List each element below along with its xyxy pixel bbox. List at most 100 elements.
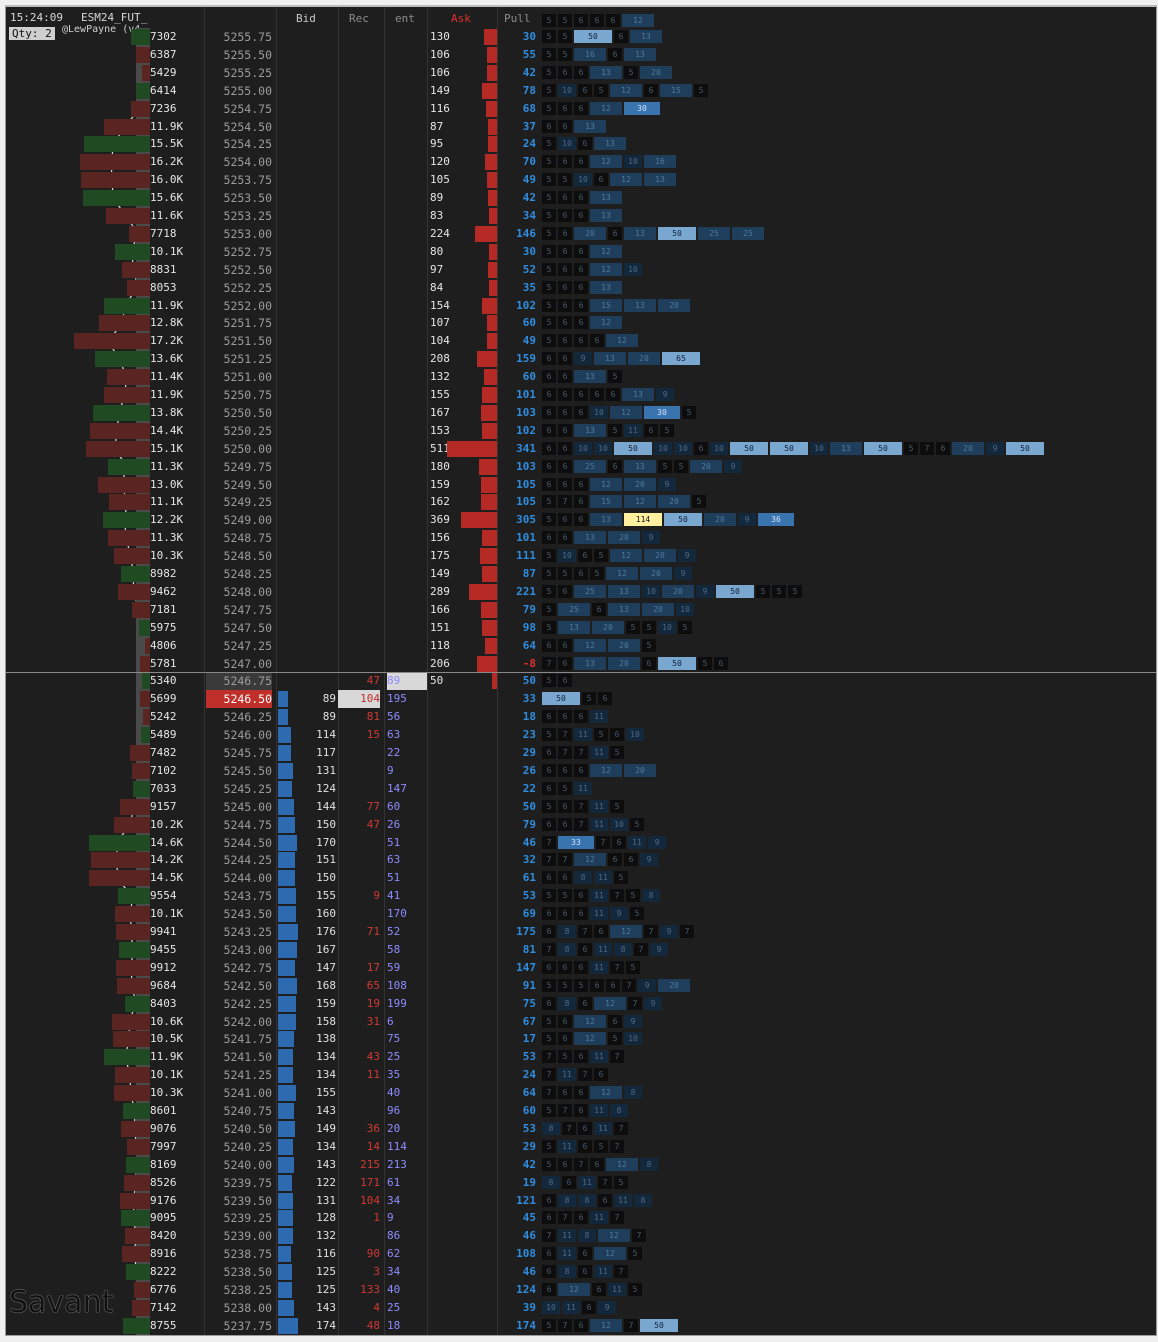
ladder-row[interactable]: 7302 5255.75 130 30 5 5 50 6 13 <box>6 28 1156 46</box>
column-header-ent[interactable]: ent <box>395 12 415 25</box>
ladder-row[interactable]: 5781 5247.00 206 -8 7 6 13 20 6 50 5 6 <box>6 654 1156 673</box>
bid-size-cell: 144 <box>316 799 336 813</box>
ladder-row[interactable]: 8169 5240.00 143 215 213 42 5 6 7 6 12 8 <box>6 1155 1156 1174</box>
ladder-row[interactable]: 10.1K 5241.25 134 11 35 24 7 11 7 6 <box>6 1066 1156 1085</box>
ladder-row[interactable]: 9684 5242.50 168 65 108 91 5 5 5 6 6 7 9 20 <box>6 976 1156 995</box>
ladder-row[interactable]: 5489 5246.00 114 15 63 23 5 7 11 5 6 10 <box>6 726 1156 745</box>
ladder-row[interactable]: 8755 5237.75 174 48 18 174 5 7 6 12 7 50 <box>6 1316 1156 1335</box>
order-box: 7 <box>542 1229 556 1243</box>
ladder-row[interactable]: 11.9K 5254.50 87 37 6 6 13 <box>6 117 1156 136</box>
ladder-row[interactable]: 8222 5238.50 125 3 34 46 6 8 6 11 7 <box>6 1263 1156 1282</box>
ladder-row[interactable]: 11.9K 5241.50 134 43 25 53 7 5 6 11 7 <box>6 1048 1156 1067</box>
ladder-row[interactable]: 11.1K 5249.25 162 105 5 7 6 15 12 20 5 <box>6 493 1156 512</box>
bid-depth-bar <box>278 691 289 708</box>
ladder-row[interactable]: 14.4K 5250.25 153 102 6 6 13 5 11 6 5 <box>6 421 1156 440</box>
ladder-row[interactable]: 14.5K 5244.00 150 51 61 6 6 8 11 5 <box>6 869 1156 888</box>
order-box: 5 <box>660 423 674 437</box>
ladder-row[interactable]: 12.2K 5249.00 369 305 5 6 6 13 114 50 20 9 36 <box>6 511 1156 530</box>
bid-depth-bar <box>278 1317 298 1334</box>
ladder-row[interactable]: 7718 5253.00 224 146 5 6 20 6 13 50 25 25 <box>6 224 1156 243</box>
ladder-row[interactable]: 5975 5247.50 151 98 5 13 20 5 5 10 5 <box>6 618 1156 637</box>
pull-cell: 108 <box>516 1247 536 1261</box>
ladder-row[interactable]: 17.2K 5251.50 104 49 5 6 6 6 12 <box>6 332 1156 351</box>
ladder-row[interactable]: 10.3K 5241.00 155 40 64 7 6 6 12 8 <box>6 1084 1156 1103</box>
ladder-row[interactable]: 9554 5243.75 155 9 41 53 5 5 6 11 7 5 8 <box>6 887 1156 906</box>
ladder-row[interactable]: 12.8K 5251.75 107 60 5 6 6 12 <box>6 314 1156 333</box>
ladder-row[interactable]: 7142 5238.00 143 4 25 39 10 11 6 9 <box>6 1298 1156 1317</box>
ladder-row[interactable]: 9076 5240.50 149 36 20 53 8 7 6 11 7 <box>6 1119 1156 1138</box>
ladder-row[interactable]: 16.2K 5254.00 120 70 5 6 6 12 10 16 <box>6 153 1156 172</box>
order-box: 7 <box>622 978 636 992</box>
ladder-row[interactable]: 7181 5247.75 166 79 5 25 6 13 20 10 <box>6 600 1156 619</box>
ladder-row[interactable]: 14.2K 5244.25 151 63 32 7 7 12 6 6 9 <box>6 851 1156 870</box>
ladder-row[interactable]: 7102 5245.50 131 9 26 6 6 6 12 20 <box>6 761 1156 780</box>
ladder-row[interactable]: 11.6K 5253.25 83 34 5 6 6 13 <box>6 207 1156 225</box>
ladder-row[interactable]: 5429 5255.25 106 42 5 6 6 13 5 20 <box>6 63 1156 82</box>
order-box: 5 <box>582 692 596 706</box>
order-box: 6 <box>542 638 556 652</box>
ladder-row[interactable]: 8053 5252.25 84 35 5 6 6 13 <box>6 278 1156 297</box>
ladder-row[interactable]: 11.9K 5250.75 155 101 6 6 6 6 6 13 9 <box>6 386 1156 404</box>
ladder-row[interactable]: 15.1K 5250.00 511 341 6 6 10 10 50 10 10 6 10 50 50 10 1… <box>6 439 1156 458</box>
ladder-row[interactable]: 14.6K 5244.50 170 51 46 7 33 7 6 11 9 <box>6 833 1156 852</box>
ladder-row[interactable]: 7482 5245.75 117 22 29 6 7 7 11 5 <box>6 744 1156 762</box>
order-box: 5 <box>614 871 628 885</box>
volume-cell: 11.6K <box>150 209 184 222</box>
ladder-row[interactable]: 8420 5239.00 132 86 46 7 11 8 12 7 <box>6 1227 1156 1246</box>
ladder-row[interactable]: 9941 5243.25 176 71 52 175 6 8 7 6 12 7 9 7 <box>6 923 1156 941</box>
order-box: 6 <box>590 978 604 992</box>
ladder-row[interactable]: 10.5K 5241.75 138 75 17 5 6 12 5 10 <box>6 1030 1156 1049</box>
ladder-row[interactable]: 9912 5242.75 147 17 59 147 6 6 6 11 7 5 <box>6 958 1156 977</box>
order-box: 13 <box>608 584 640 598</box>
ladder-row[interactable]: 6387 5255.50 106 55 5 5 16 6 13 <box>6 45 1156 64</box>
ladder-row[interactable]: 4806 5247.25 118 64 6 6 12 20 5 <box>6 636 1156 655</box>
ladder-row[interactable]: 9462 5248.00 289 221 5 6 25 13 10 20 9 50 5 5 5 <box>6 582 1156 601</box>
ladder-row[interactable]: 7236 5254.75 116 68 5 6 6 12 30 <box>6 99 1156 118</box>
ladder-row[interactable]: 9455 5243.00 167 58 81 7 8 6 11 8 7 9 <box>6 940 1156 959</box>
ladder-row[interactable]: 5242 5246.25 89 81 56 18 6 6 6 11 <box>6 708 1156 727</box>
ladder-row[interactable]: 11.3K 5249.75 180 103 6 6 25 6 13 5 5 20 9 <box>6 457 1156 476</box>
ladder-row[interactable]: 13.8K 5250.50 167 103 6 6 6 10 12 30 5 <box>6 403 1156 422</box>
ladder-row[interactable]: 10.6K 5242.00 158 31 6 67 5 6 12 6 9 <box>6 1012 1156 1031</box>
ladder-row[interactable]: 15.5K 5254.25 95 24 5 10 6 13 <box>6 135 1156 154</box>
column-header-rec[interactable]: Rec <box>349 12 369 25</box>
order-box: 6 <box>606 388 620 401</box>
ladder-row[interactable]: 15.6K 5253.50 89 42 5 6 6 13 <box>6 189 1156 208</box>
ladder-row[interactable]: 7033 5245.25 124 147 22 6 5 11 <box>6 779 1156 798</box>
ladder-row[interactable]: 16.0K 5253.75 105 49 5 5 10 6 12 13 <box>6 171 1156 190</box>
bid-depth-bar <box>278 834 298 851</box>
column-header-ask[interactable]: Ask <box>451 12 471 25</box>
ladder-row[interactable]: 8403 5242.25 159 19 199 75 6 8 6 12 7 9 <box>6 994 1156 1013</box>
ladder-row[interactable]: 11.3K 5248.75 156 101 6 6 13 20 9 <box>6 529 1156 548</box>
order-box: 6 <box>542 781 556 795</box>
ladder-row[interactable]: 9157 5245.00 144 77 60 50 5 6 7 11 5 <box>6 797 1156 816</box>
ladder-row[interactable]: 8526 5239.75 122 171 61 19 8 6 11 7 5 <box>6 1173 1156 1192</box>
ladder-row[interactable]: 11.9K 5252.00 154 102 5 6 6 15 13 20 <box>6 296 1156 315</box>
ladder-row[interactable]: 9095 5239.25 128 1 9 45 6 7 6 11 7 <box>6 1209 1156 1228</box>
order-box: 13 <box>590 280 622 294</box>
ladder-row[interactable]: 10.2K 5244.75 150 47 26 79 6 6 7 11 10 5 <box>6 815 1156 834</box>
ladder-row[interactable]: 13.6K 5251.25 208 159 6 6 9 13 20 65 <box>6 350 1156 369</box>
column-header-bid[interactable]: Bid <box>296 12 316 25</box>
ladder-row[interactable]: 8831 5252.50 97 52 5 6 6 12 10 <box>6 260 1156 279</box>
ladder-row[interactable]: 11.4K 5251.00 132 60 6 6 13 5 <box>6 368 1156 387</box>
volume-profile-bar <box>73 333 150 350</box>
ladder-row[interactable]: 9176 5239.50 131 104 34 121 6 8 8 6 11 8 <box>6 1191 1156 1210</box>
order-box: 6 <box>558 584 572 598</box>
rec-cell: 31 <box>366 1014 380 1028</box>
ladder-row[interactable]: 8982 5248.25 149 87 5 5 6 5 12 20 9 <box>6 565 1156 583</box>
column-header-pull[interactable]: Pull <box>504 12 531 25</box>
ladder-row[interactable]: 6776 5238.25 125 133 40 124 6 12 6 11 5 <box>6 1281 1156 1299</box>
ladder-row[interactable]: 13.0K 5249.50 159 105 6 6 6 12 20 9 <box>6 475 1156 494</box>
ladder-row[interactable]: 8916 5238.75 116 90 62 108 6 11 6 12 5 <box>6 1245 1156 1264</box>
ladder-row[interactable]: 5340 5246.75 47 89 50 50 5 6 <box>6 672 1156 691</box>
ladder-row[interactable]: 10.3K 5248.50 175 111 5 10 6 5 12 20 9 <box>6 547 1156 566</box>
quantity-box[interactable]: Qty: 2 <box>9 27 55 40</box>
ladder-row[interactable]: 10.1K 5243.50 160 170 69 6 6 6 11 9 5 <box>6 905 1156 924</box>
ladder-row[interactable]: 10.1K 5252.75 80 30 5 6 6 12 <box>6 242 1156 261</box>
order-box: 12 <box>606 1157 638 1171</box>
ladder-row[interactable]: 6414 5255.00 149 78 5 10 6 5 12 6 15 5 <box>6 81 1156 100</box>
ladder-row[interactable]: 5699 5246.50 89 104 195 33 50 5 6 <box>6 690 1156 709</box>
ladder-row[interactable]: 7997 5240.25 134 14 114 29 5 11 6 5 7 <box>6 1137 1156 1156</box>
ladder-row[interactable]: 8601 5240.75 143 96 60 5 7 6 11 8 <box>6 1102 1156 1120</box>
